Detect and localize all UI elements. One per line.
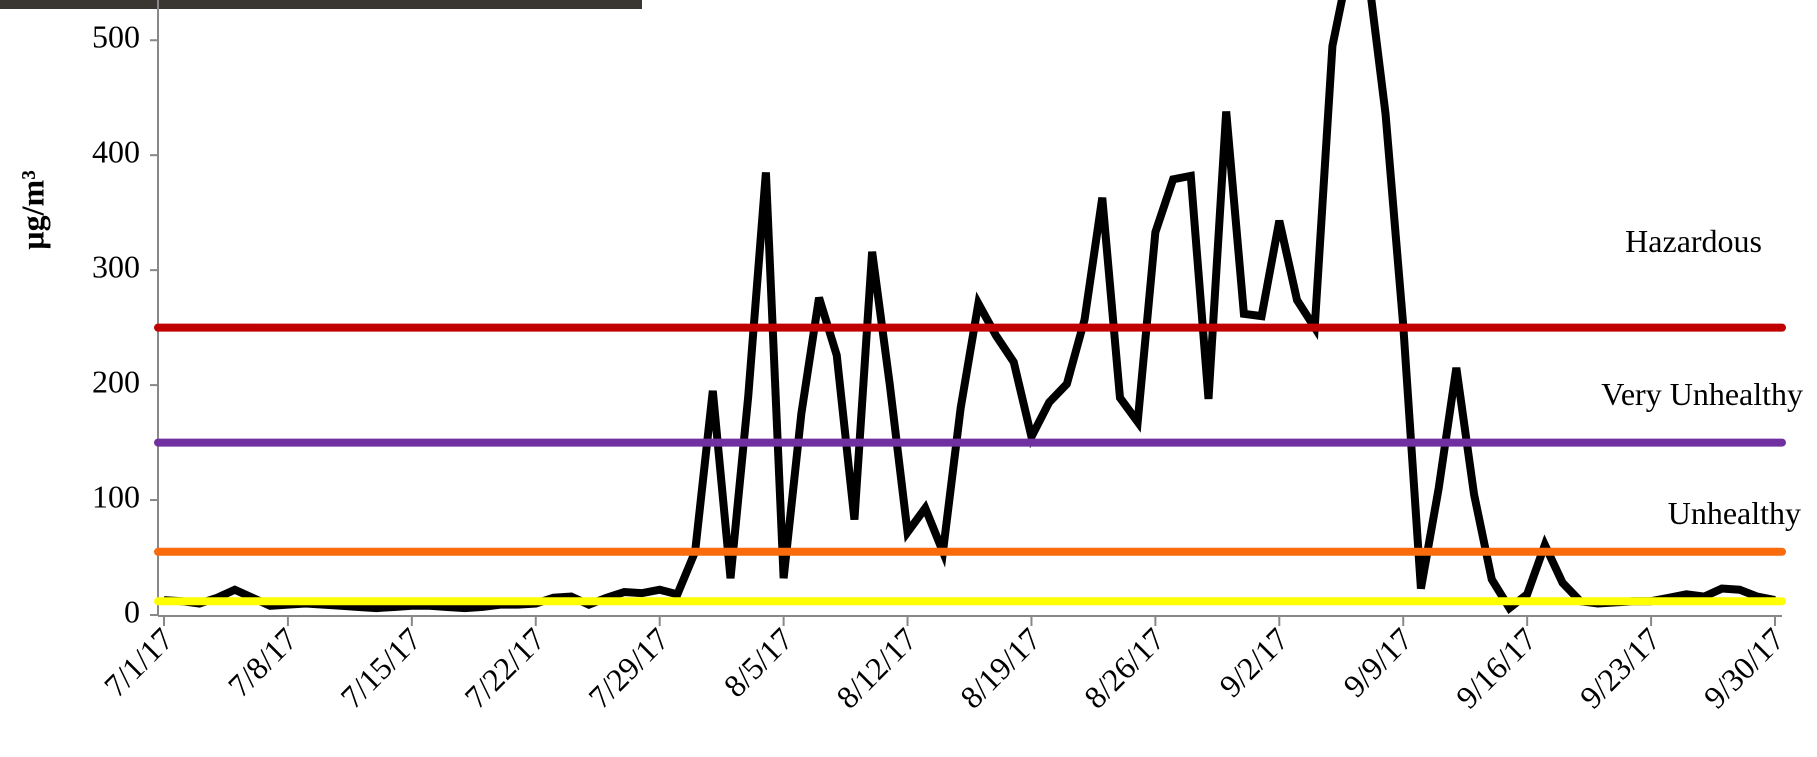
x-tick-label: 7/15/17: [333, 621, 428, 716]
x-tick-label: 8/5/17: [716, 621, 799, 704]
threshold-label: Very Unhealthy: [1601, 376, 1803, 412]
x-tick-label: 7/22/17: [457, 621, 552, 716]
x-tick-label: 8/19/17: [953, 621, 1048, 716]
x-tick-label: 7/1/17: [97, 621, 180, 704]
x-tick-label: 8/26/17: [1077, 621, 1172, 716]
threshold-label: Hazardous: [1625, 223, 1762, 259]
y-tick-label: 200: [92, 363, 140, 399]
y-tick-label: 500: [92, 19, 140, 55]
x-tick-label: 9/23/17: [1573, 621, 1668, 716]
x-tick-label: 9/9/17: [1336, 621, 1419, 704]
y-tick-label: 400: [92, 134, 140, 170]
y-tick-label: 100: [92, 478, 140, 514]
plot-area: [163, 0, 1776, 614]
x-tick-label: 7/8/17: [221, 621, 304, 704]
photo-strip: [0, 0, 642, 9]
x-tick-label: 9/30/17: [1697, 621, 1792, 716]
x-tick-label: 9/16/17: [1449, 621, 1544, 716]
threshold-label: Unhealthy: [1668, 495, 1801, 531]
x-tick-label: 8/12/17: [829, 621, 924, 716]
x-tick-label: 7/29/17: [581, 621, 676, 716]
x-tick-label: 9/2/17: [1212, 621, 1295, 704]
y-tick-label: 300: [92, 248, 140, 284]
y-tick-label: 0: [124, 593, 140, 629]
y-axis-label: µg/m³: [14, 170, 50, 250]
data-line: [163, 0, 1776, 614]
